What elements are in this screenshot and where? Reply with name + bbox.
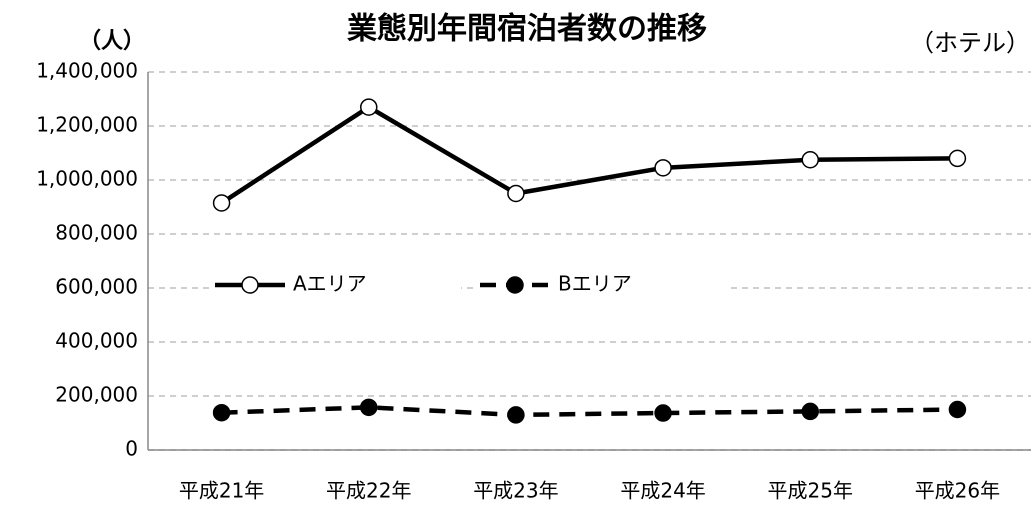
series-line [221, 405, 958, 418]
point [212, 194, 231, 212]
y-tick-label: 200,000 [55, 383, 138, 407]
point [948, 400, 967, 419]
x-tick-label: 平成24年 [620, 479, 705, 503]
point [654, 404, 672, 422]
point [507, 406, 525, 424]
point [801, 151, 819, 169]
annotation: （ホテル） [910, 29, 1030, 57]
y-tick-label: 1,400,000 [36, 59, 138, 83]
y-tick-label: 1,200,000 [36, 113, 138, 137]
point [360, 398, 378, 417]
legend-marker [506, 276, 524, 294]
x-tick-label: 平成21年 [179, 479, 264, 503]
point [801, 402, 819, 421]
x-tick-label: 平成25年 [768, 479, 853, 503]
y-tick-label: 1,000,000 [36, 167, 138, 191]
y-tick-label: 600,000 [55, 275, 138, 299]
point [360, 98, 378, 116]
y-axis-label: （人） [79, 29, 145, 54]
point [212, 403, 231, 422]
legend-label: Aエリア [293, 272, 367, 296]
chart-title: 業態別年間宿泊者数の推移 [347, 12, 707, 47]
point [654, 159, 672, 177]
point [507, 184, 525, 203]
x-tick-label: 平成23年 [473, 479, 558, 503]
legend-marker [241, 276, 259, 294]
point [948, 149, 967, 168]
y-tick-label: 800,000 [55, 221, 138, 245]
x-tick-label: 平成26年 [915, 479, 1000, 503]
y-tick-label: 0 [125, 437, 138, 461]
y-tick-label: 400,000 [55, 329, 138, 353]
series-line [220, 104, 958, 205]
x-tick-label: 平成22年 [326, 479, 411, 503]
legend-label: Bエリア [558, 272, 632, 296]
